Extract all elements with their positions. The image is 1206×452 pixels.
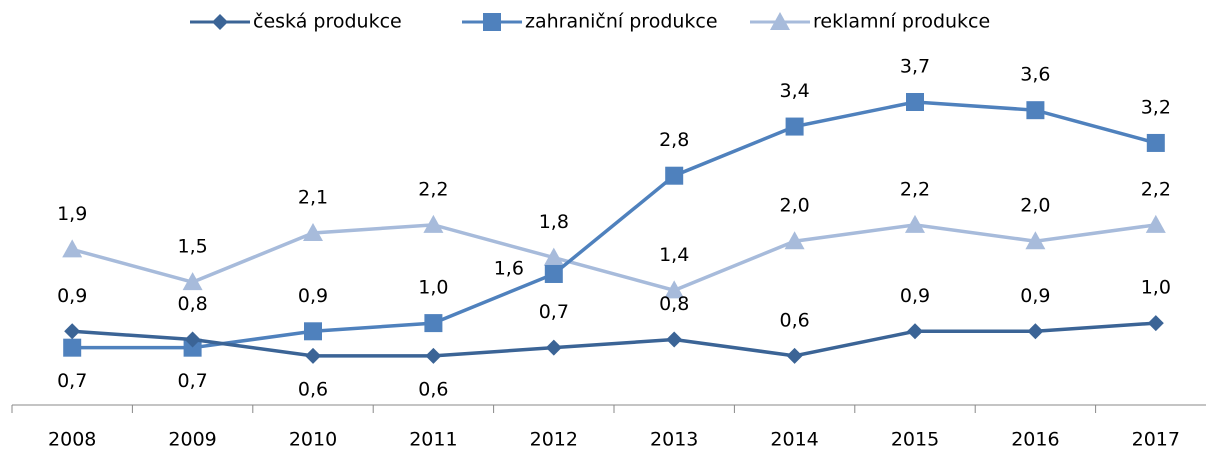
data-label: 0,9 — [1020, 285, 1050, 307]
data-point — [906, 93, 924, 111]
data-label: 0,7 — [57, 370, 87, 392]
data-label: 1,0 — [418, 277, 448, 299]
data-label: 0,8 — [177, 293, 207, 315]
data-label: 0,7 — [177, 370, 207, 392]
x-tick-label: 2016 — [1011, 429, 1059, 451]
data-point — [305, 347, 321, 364]
data-point — [1147, 315, 1164, 332]
x-tick-label: 2010 — [289, 429, 337, 451]
data-label: 1,0 — [1141, 277, 1171, 299]
data-label: 2,2 — [1141, 178, 1171, 200]
data-label: 3,7 — [900, 56, 930, 78]
data-label: 0,6 — [418, 378, 448, 400]
data-label: 0,6 — [298, 378, 328, 400]
x-tick-label: 2017 — [1132, 429, 1180, 451]
data-label: 2,1 — [298, 187, 328, 209]
data-point — [1145, 214, 1166, 233]
x-tick-label: 2011 — [409, 429, 457, 451]
data-point — [1026, 101, 1045, 120]
data-label: 0,9 — [298, 285, 328, 307]
data-point — [545, 339, 562, 356]
data-label: 0,9 — [900, 285, 930, 307]
data-label: 3,4 — [779, 80, 809, 102]
data-label: 1,9 — [57, 203, 87, 225]
data-point — [62, 239, 83, 258]
x-tick-label: 2014 — [770, 429, 818, 451]
data-label: 2,2 — [900, 178, 930, 200]
data-label: 1,4 — [659, 244, 689, 266]
data-point — [544, 264, 563, 283]
data-point — [664, 280, 685, 299]
data-point — [785, 117, 804, 136]
data-point — [784, 231, 805, 250]
legend-marker — [483, 13, 501, 31]
data-point — [786, 347, 803, 364]
data-label: 3,6 — [1020, 64, 1050, 86]
data-point — [1146, 133, 1165, 152]
data-point — [907, 323, 923, 340]
data-point — [905, 214, 925, 233]
data-label: 2,0 — [779, 195, 809, 217]
data-label: 2,0 — [1020, 195, 1050, 217]
data-label: 0,7 — [539, 301, 569, 323]
x-tick-label: 2012 — [530, 429, 578, 451]
data-label: 3,2 — [1141, 96, 1171, 118]
data-point — [183, 338, 202, 357]
data-point — [1027, 323, 1044, 340]
x-tick-label: 2013 — [650, 429, 698, 451]
data-point — [304, 322, 322, 341]
legend-label: česká produkce — [253, 11, 402, 33]
data-point — [543, 247, 564, 266]
legend-label: zahraniční produkce — [525, 11, 718, 33]
series-line — [72, 321, 1156, 358]
data-point — [1025, 231, 1046, 250]
x-tick-label: 2015 — [891, 429, 939, 451]
data-label: 0,8 — [659, 293, 689, 315]
legend-label: reklamní produkce — [813, 11, 990, 33]
data-label: 2,8 — [659, 129, 689, 151]
data-point — [184, 331, 201, 348]
data-label: 0,6 — [779, 309, 809, 331]
data-label: 1,6 — [494, 257, 524, 279]
data-point — [64, 323, 81, 340]
x-tick-label: 2008 — [48, 429, 96, 451]
data-point — [63, 338, 82, 357]
series-line — [72, 100, 1157, 350]
data-point — [423, 214, 444, 233]
data-point — [665, 166, 684, 185]
data-point — [666, 331, 683, 348]
data-label: 1,5 — [177, 236, 207, 258]
data-point — [424, 314, 443, 333]
data-label: 2,2 — [418, 178, 448, 200]
data-label: 1,8 — [539, 211, 569, 233]
data-point — [182, 272, 203, 291]
x-tick-label: 2009 — [168, 429, 216, 451]
data-point — [425, 347, 442, 364]
legend-marker — [770, 12, 790, 30]
legend-marker — [212, 14, 228, 30]
series-line — [71, 223, 1157, 293]
data-label: 0,9 — [57, 285, 87, 307]
data-point — [303, 223, 323, 242]
